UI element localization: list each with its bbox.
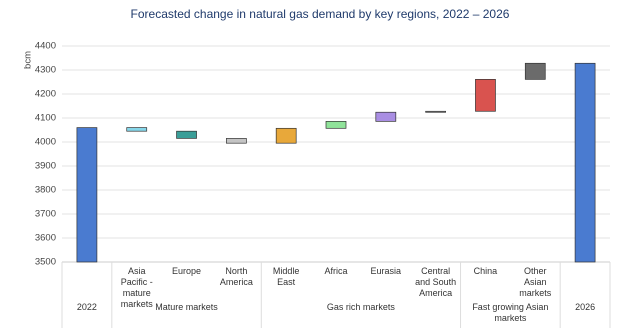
x-tick-label: Africa <box>324 266 348 276</box>
x-tick-label: Eurasia <box>370 266 402 276</box>
x-tick-label: Other Asian markets <box>519 266 552 298</box>
x-tick-label: China <box>473 266 498 276</box>
bar <box>425 110 446 113</box>
y-tick-label: 4300 <box>35 65 56 76</box>
y-tick-label: 4000 <box>35 137 56 148</box>
x-tick-label: Asia Pacific - mature markets <box>120 266 153 309</box>
x-tick-label: North America <box>219 266 253 287</box>
y-tick-label: 4400 <box>35 41 56 52</box>
bar <box>126 127 148 132</box>
bar <box>574 62 596 263</box>
bar <box>76 127 98 263</box>
group-label: Fast growing Asian markets <box>472 302 549 323</box>
bar <box>226 138 247 144</box>
bar <box>475 79 496 112</box>
group-label: 2026 <box>575 302 596 312</box>
bar <box>325 121 347 129</box>
y-tick-label: 3800 <box>35 185 56 196</box>
y-tick-label: 3600 <box>35 233 56 244</box>
bar <box>176 130 197 139</box>
x-tick-label: Middle East <box>272 266 300 287</box>
bar <box>275 127 297 144</box>
y-tick-label: 4200 <box>35 89 56 100</box>
group-label: Mature markets <box>155 302 218 312</box>
y-tick-label: 4100 <box>35 113 56 124</box>
bar <box>524 62 546 80</box>
bar <box>375 111 397 122</box>
y-tick-label: 3700 <box>35 209 56 220</box>
x-tick-label: Central and South America <box>415 266 457 298</box>
x-tick-label: Europe <box>172 266 202 276</box>
y-tick-label: 3500 <box>35 257 56 268</box>
chart-title: Forecasted change in natural gas demand … <box>131 7 510 21</box>
group-label: 2022 <box>76 302 97 312</box>
y-axis-label: bcm <box>23 51 34 69</box>
group-label: Gas rich markets <box>326 302 395 312</box>
y-tick-label: 3900 <box>35 161 56 172</box>
